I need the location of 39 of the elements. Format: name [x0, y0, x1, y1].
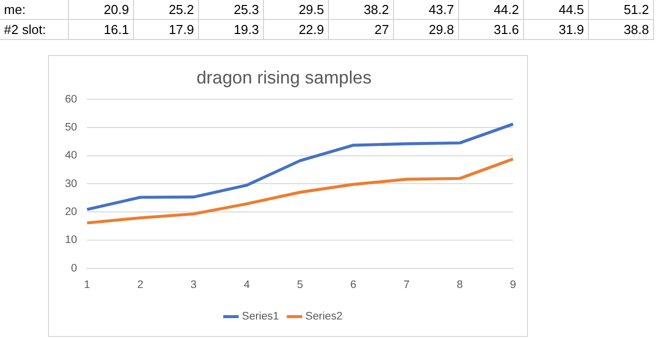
y-tick-label: 40 — [64, 150, 78, 162]
y-tick-label: 0 — [71, 262, 78, 274]
x-tick-label: 9 — [510, 278, 516, 291]
text: #2 slot: — [0, 20, 68, 40]
text: 51.2 — [588, 0, 654, 20]
text: 20.9 — [68, 0, 134, 20]
text: 27 — [328, 20, 394, 40]
x-tick-label: 3 — [190, 278, 197, 291]
text: 31.6 — [458, 20, 524, 40]
text: 38.8 — [588, 20, 654, 40]
y-tick-label: 20 — [64, 206, 78, 218]
text: 25.3 — [198, 0, 264, 20]
chart-title: dragon rising samples — [196, 68, 372, 88]
x-tick-label: 5 — [297, 278, 304, 291]
x-tick-label: 6 — [350, 278, 356, 291]
y-tick-label: 30 — [64, 178, 78, 190]
text: 38.2 — [328, 0, 394, 20]
text: 16.1 — [68, 20, 134, 40]
text: 31.9 — [524, 20, 588, 40]
x-tick-label: 7 — [404, 278, 410, 291]
text: 29.8 — [394, 20, 458, 40]
legend-label: Series1 — [242, 310, 279, 323]
text: 17.9 — [134, 20, 198, 40]
legend-label: Series2 — [305, 310, 343, 323]
x-tick-label: 2 — [137, 278, 144, 291]
y-tick-label: 50 — [64, 121, 78, 134]
text: 25.2 — [134, 0, 198, 20]
y-tick-label: 10 — [64, 234, 78, 246]
text: me: — [0, 0, 68, 20]
text: 22.9 — [264, 20, 328, 40]
y-tick-label: 60 — [64, 93, 78, 106]
x-tick-label: 8 — [456, 278, 463, 291]
x-tick-label: 4 — [244, 278, 250, 291]
x-tick-label: 1 — [84, 278, 90, 291]
text: 19.3 — [198, 20, 264, 40]
text: 43.7 — [394, 0, 458, 20]
text: 44.5 — [524, 0, 588, 20]
text: 44.2 — [458, 0, 524, 20]
text: 29.5 — [264, 0, 328, 20]
